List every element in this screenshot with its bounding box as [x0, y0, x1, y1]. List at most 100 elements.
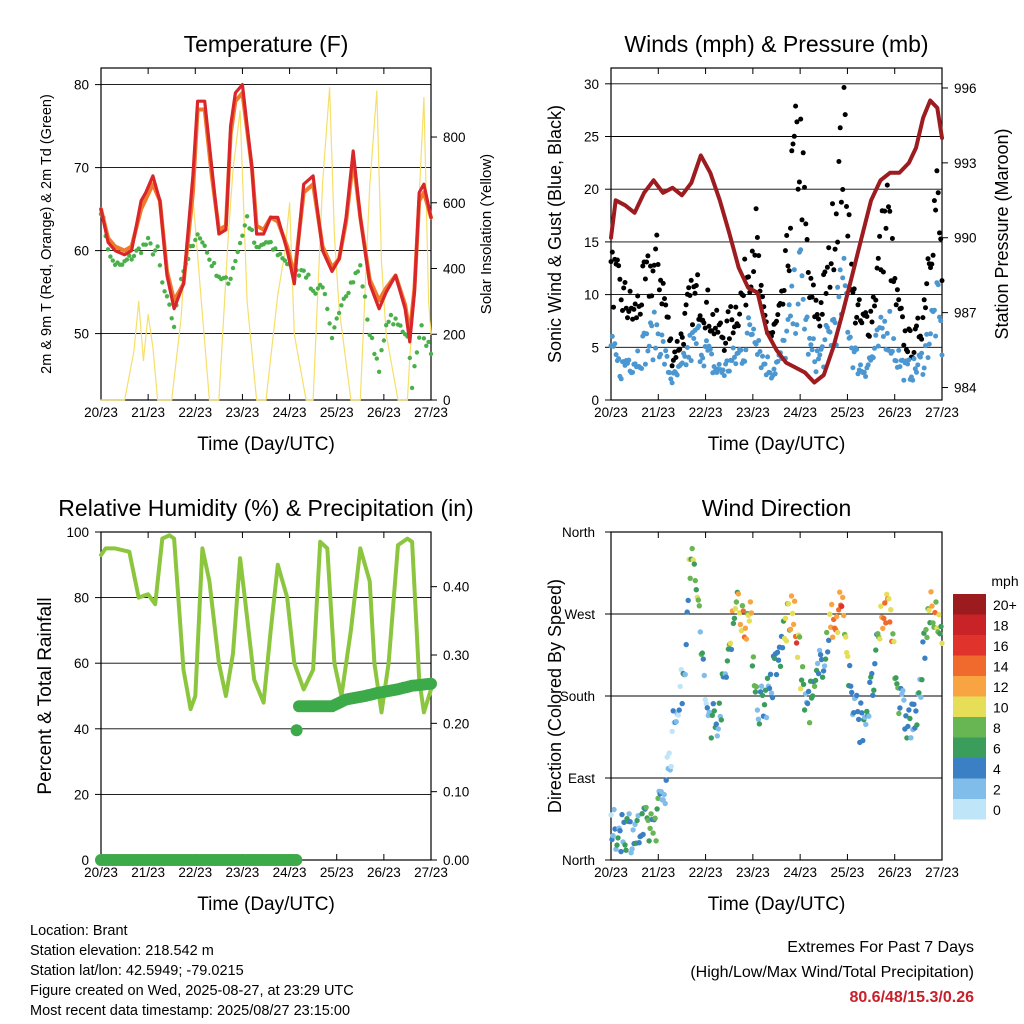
- dewpoint-point: [235, 249, 240, 255]
- direction-point: [920, 639, 926, 645]
- dewpoint-point: [334, 316, 339, 321]
- dewpoint-point: [143, 242, 148, 247]
- wind-point: [730, 345, 736, 351]
- dewpoint-point: [207, 257, 212, 262]
- y2-tick-label: 0.20: [443, 716, 469, 731]
- direction-point: [682, 671, 688, 678]
- direction-point: [783, 638, 790, 644]
- chart-title: Relative Humidity (%) & Precipitation (i…: [58, 495, 473, 521]
- wind-point: [691, 336, 697, 341]
- y-axis-label: Percent & Total Rainfall: [35, 597, 56, 794]
- dewpoint-point: [237, 240, 243, 246]
- colorbar-label: 8: [993, 720, 1001, 736]
- station-info: Location: Brant Station elevation: 218.5…: [30, 921, 354, 1021]
- x-tick-label: 23/23: [226, 405, 260, 420]
- y2-tick-label: 996: [954, 81, 977, 96]
- gust-point: [915, 315, 921, 321]
- dewpoint-point: [155, 244, 160, 249]
- colorbar-swatch: [953, 614, 986, 635]
- direction-point: [839, 603, 845, 609]
- direction-point: [653, 838, 659, 844]
- wind-point: [772, 371, 778, 377]
- wind-point: [655, 331, 661, 337]
- direction-point: [677, 683, 683, 690]
- gust-point: [840, 187, 846, 192]
- wind-point: [760, 353, 765, 359]
- x-tick-label: 22/23: [178, 405, 212, 420]
- direction-point: [685, 597, 691, 604]
- direction-point: [867, 679, 873, 685]
- wind-point: [682, 353, 688, 359]
- direction-point: [893, 675, 899, 681]
- wind-point: [849, 345, 855, 351]
- gust-point: [784, 233, 790, 238]
- direction-point: [675, 712, 681, 718]
- direction-point: [886, 596, 892, 602]
- direction-point: [891, 638, 897, 645]
- y-tick-label: 0: [591, 393, 599, 408]
- y2-tick-label: 987: [954, 306, 977, 321]
- wind-point: [613, 352, 619, 358]
- direction-point: [859, 710, 865, 716]
- wind-point: [863, 374, 869, 379]
- dewpoint-point: [136, 246, 141, 251]
- solar-series-line: [100, 87, 432, 401]
- direction-point: [872, 661, 878, 667]
- direction-point: [796, 634, 803, 640]
- dewpoint-point: [226, 281, 231, 286]
- direction-point: [623, 847, 629, 853]
- dewpoint-point: [162, 289, 167, 294]
- gust-point: [634, 315, 639, 321]
- wind-point: [785, 317, 791, 322]
- colorbar-label: 6: [993, 741, 1001, 757]
- gust-point: [660, 280, 666, 286]
- y2-tick-label: 993: [954, 156, 977, 171]
- gust-point: [625, 315, 630, 321]
- direction-point: [735, 591, 742, 597]
- wind-point: [645, 348, 651, 354]
- gust-point: [639, 302, 645, 308]
- colorbar-label: 20+: [993, 597, 1017, 613]
- direction-point: [826, 637, 832, 643]
- gust-point: [816, 316, 821, 322]
- direction-point: [627, 819, 633, 825]
- direction-point: [629, 846, 635, 852]
- wind-point: [810, 336, 816, 342]
- direction-point: [758, 683, 765, 689]
- x-tick-label: 23/23: [736, 405, 770, 420]
- colorbar-label: 0: [993, 802, 1001, 818]
- wind-point: [938, 318, 944, 324]
- x-tick-label: 21/23: [131, 405, 165, 420]
- direction-point: [817, 652, 824, 658]
- x-tick-label: 20/23: [84, 865, 118, 880]
- x-tick-label: 27/23: [414, 865, 448, 880]
- direction-point: [825, 649, 831, 655]
- dewpoint-point: [268, 239, 273, 245]
- temp-9m-series-line: [99, 90, 433, 336]
- direction-point: [668, 763, 674, 770]
- direction-point: [713, 721, 719, 727]
- gust-point: [902, 328, 908, 334]
- gust-point: [817, 323, 823, 329]
- dewpoint-point: [407, 355, 412, 361]
- direction-point: [860, 737, 866, 744]
- created-text: Figure created on Wed, 2025-08-27, at 23…: [30, 983, 354, 999]
- direction-point: [626, 811, 632, 817]
- direction-point: [636, 840, 642, 846]
- gust-point: [622, 280, 628, 285]
- direction-point: [870, 692, 876, 698]
- gust-point: [873, 297, 879, 303]
- colorbar-swatch: [953, 758, 986, 779]
- direction-point: [696, 603, 702, 609]
- gust-point: [930, 252, 936, 258]
- gust-point: [686, 285, 692, 291]
- direction-point: [708, 735, 714, 741]
- latlon-text: Station lat/lon: 42.5949; -79.0215: [30, 963, 244, 979]
- direction-point: [669, 728, 675, 735]
- direction-point: [755, 716, 762, 722]
- wind-point: [784, 328, 790, 334]
- gust-point: [831, 267, 837, 273]
- direction-point: [733, 599, 740, 605]
- dewpoint-point: [374, 356, 379, 361]
- wind-point: [873, 332, 879, 338]
